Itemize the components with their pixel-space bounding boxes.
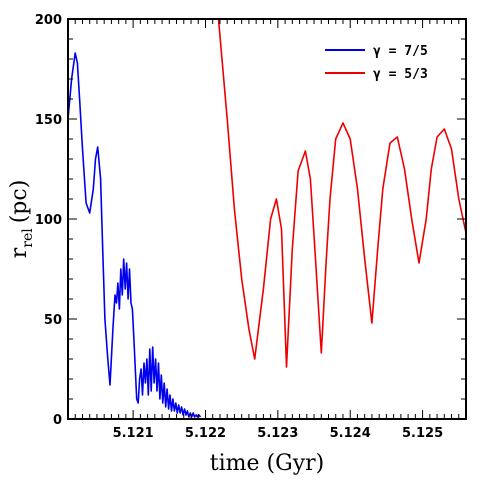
x-tick-label: 5.124 — [330, 426, 371, 441]
y-tick-label: 200 — [35, 13, 62, 28]
series-layer — [68, 19, 466, 418]
y-axis-title-unit: (pc) — [7, 180, 32, 224]
legend-label-gamma-5-3: γ = 5/3 — [373, 67, 428, 82]
y-axis-title-subscript: rel — [20, 228, 36, 248]
series-line-1 — [217, 19, 466, 368]
y-axis-title-main: r — [7, 247, 32, 258]
series-line-0 — [68, 52, 202, 418]
x-tick-label: 5.123 — [257, 426, 298, 441]
x-tick-label: 5.121 — [113, 426, 154, 441]
svg-text:rrel(pc): rrel (pc) — [7, 180, 36, 259]
x-axis-title: time (Gyr) — [210, 451, 324, 476]
y-tick-label: 50 — [44, 313, 62, 328]
y-tick-label: 0 — [53, 413, 62, 428]
legend-label-gamma-7-5: γ = 7/5 — [373, 44, 428, 59]
y-tick-label: 100 — [35, 213, 62, 228]
x-tick-label: 5.125 — [402, 426, 443, 441]
y-axis-title: rrel (pc) — [7, 180, 36, 259]
x-tick-label: 5.122 — [185, 426, 226, 441]
ticks-layer: 5.121 5.122 5.123 5.124 5.125 0 50 100 150 200 — [35, 13, 467, 441]
y-tick-label: 150 — [35, 113, 62, 128]
legend: γ = 7/5 γ = 5/3 — [325, 44, 428, 82]
